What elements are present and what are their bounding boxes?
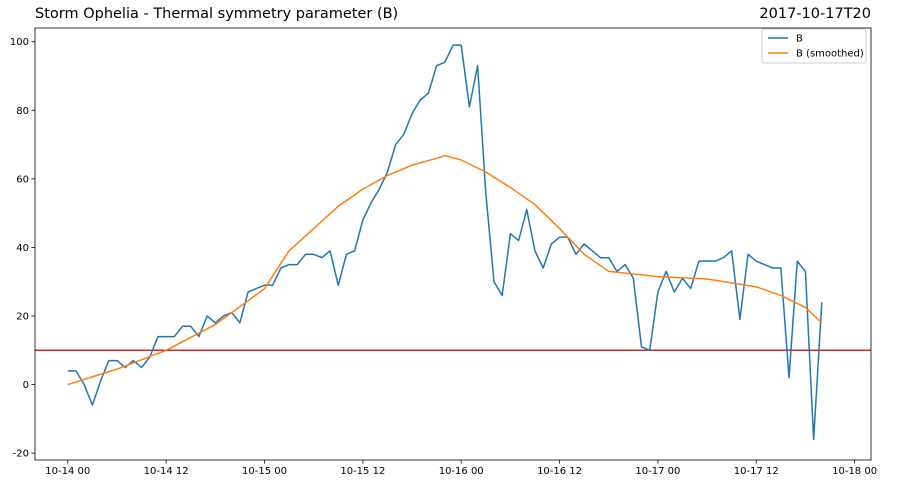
x-tick-label: 10-14 00	[45, 466, 90, 477]
axes: -20 0 20 40 60 80 100 10-14 00 10-14 12 10-15 00 1…	[10, 27, 877, 477]
y-tick-label: -20	[13, 449, 29, 460]
x-tick-label: 10-18 00	[832, 466, 877, 477]
legend: B B (smoothed)	[761, 28, 867, 64]
x-tick-label: 10-14 12	[144, 466, 189, 477]
y-tick-label: 80	[16, 106, 29, 117]
chart-title: Storm Ophelia - Thermal symmetry paramet…	[35, 6, 398, 22]
series-line-b-smoothed	[67, 154, 823, 386]
axes-frame	[34, 27, 872, 461]
y-tick-label: 0	[23, 380, 29, 391]
legend-label: B	[796, 34, 803, 45]
y-tick-label: 40	[16, 243, 29, 254]
legend-label: B (smoothed)	[796, 49, 864, 60]
y-tick-label: 100	[10, 37, 29, 48]
x-tick-label: 10-15 12	[340, 466, 385, 477]
x-tick-label: 10-16 00	[439, 466, 484, 477]
x-tick-label: 10-17 12	[734, 466, 779, 477]
chart-timestamp: 2017-10-17T20	[759, 6, 871, 22]
plot-area	[35, 44, 871, 441]
x-tick-label: 10-16 12	[537, 466, 582, 477]
x-tick-label: 10-17 00	[635, 466, 680, 477]
y-tick-label: 60	[16, 174, 29, 185]
x-tick-label: 10-15 00	[242, 466, 287, 477]
series-line-b	[67, 44, 823, 441]
y-tick-label: 20	[16, 312, 29, 323]
